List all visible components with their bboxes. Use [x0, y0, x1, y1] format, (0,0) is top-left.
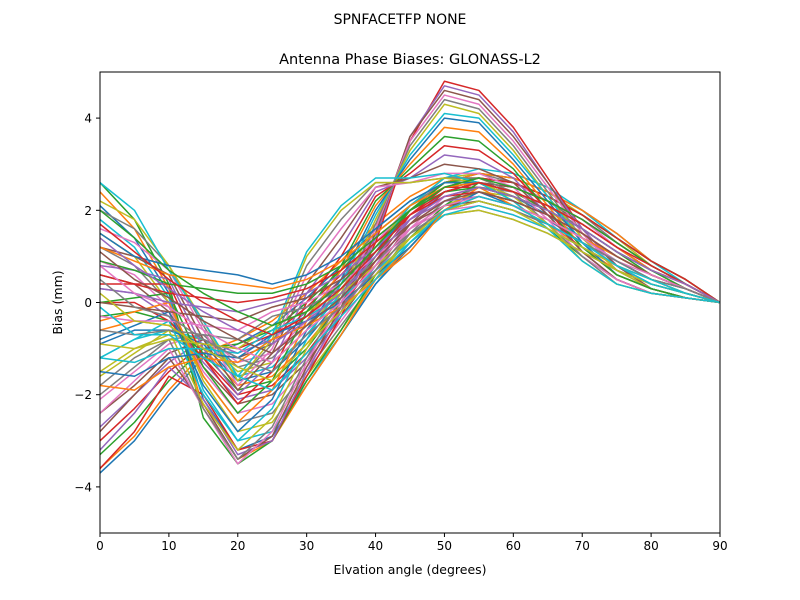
x-tick-label: 0 [96, 539, 104, 553]
y-tick-label: 0 [84, 296, 92, 310]
y-tick-label: −4 [74, 480, 92, 494]
y-axis-label: Bias (mm) [50, 270, 65, 334]
series-line-33 [100, 135, 720, 414]
x-tick-label: 60 [506, 539, 521, 553]
x-axis-label: Elvation angle (degrees) [333, 562, 486, 577]
series-layer [100, 80, 720, 474]
x-tick-label: 50 [437, 539, 452, 553]
x-tick-label: 20 [230, 539, 245, 553]
x-tick-label: 30 [299, 539, 314, 553]
y-tick-label: 4 [84, 112, 92, 126]
y-tick-label: 2 [84, 204, 92, 218]
series-line-54 [100, 181, 720, 336]
x-tick-label: 70 [575, 539, 590, 553]
x-axis: 0 10 20 30 40 50 60 70 80 90 [96, 533, 728, 553]
x-tick-label: 10 [161, 539, 176, 553]
y-axis: −4 −2 0 2 4 [74, 112, 100, 494]
chart-title: Antenna Phase Biases: GLONASS-L2 [279, 52, 541, 68]
series-line-52 [100, 195, 720, 391]
series-line-56 [100, 191, 720, 354]
x-tick-label: 90 [712, 539, 727, 553]
y-tick-label: −2 [74, 388, 92, 402]
series-line-53 [100, 177, 720, 327]
x-tick-label: 40 [368, 539, 383, 553]
x-tick-label: 80 [643, 539, 658, 553]
figure-suptitle: SPNFACETFP NONE [334, 12, 467, 28]
series-line-60 [100, 195, 720, 391]
series-line-58 [100, 200, 720, 373]
series-line-55 [100, 186, 720, 345]
